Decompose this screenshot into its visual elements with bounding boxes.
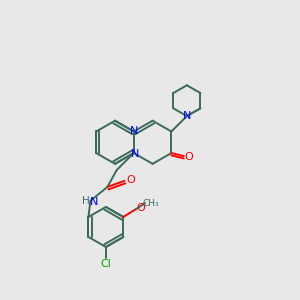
Text: H: H xyxy=(82,196,90,206)
Text: N: N xyxy=(130,127,138,136)
Text: O: O xyxy=(126,175,135,185)
Text: O: O xyxy=(185,152,194,162)
Text: CH₃: CH₃ xyxy=(143,199,160,208)
Text: N: N xyxy=(90,196,98,206)
Text: Cl: Cl xyxy=(100,259,111,269)
Text: N: N xyxy=(183,111,191,121)
Text: O: O xyxy=(136,203,145,214)
Text: N: N xyxy=(130,149,139,159)
